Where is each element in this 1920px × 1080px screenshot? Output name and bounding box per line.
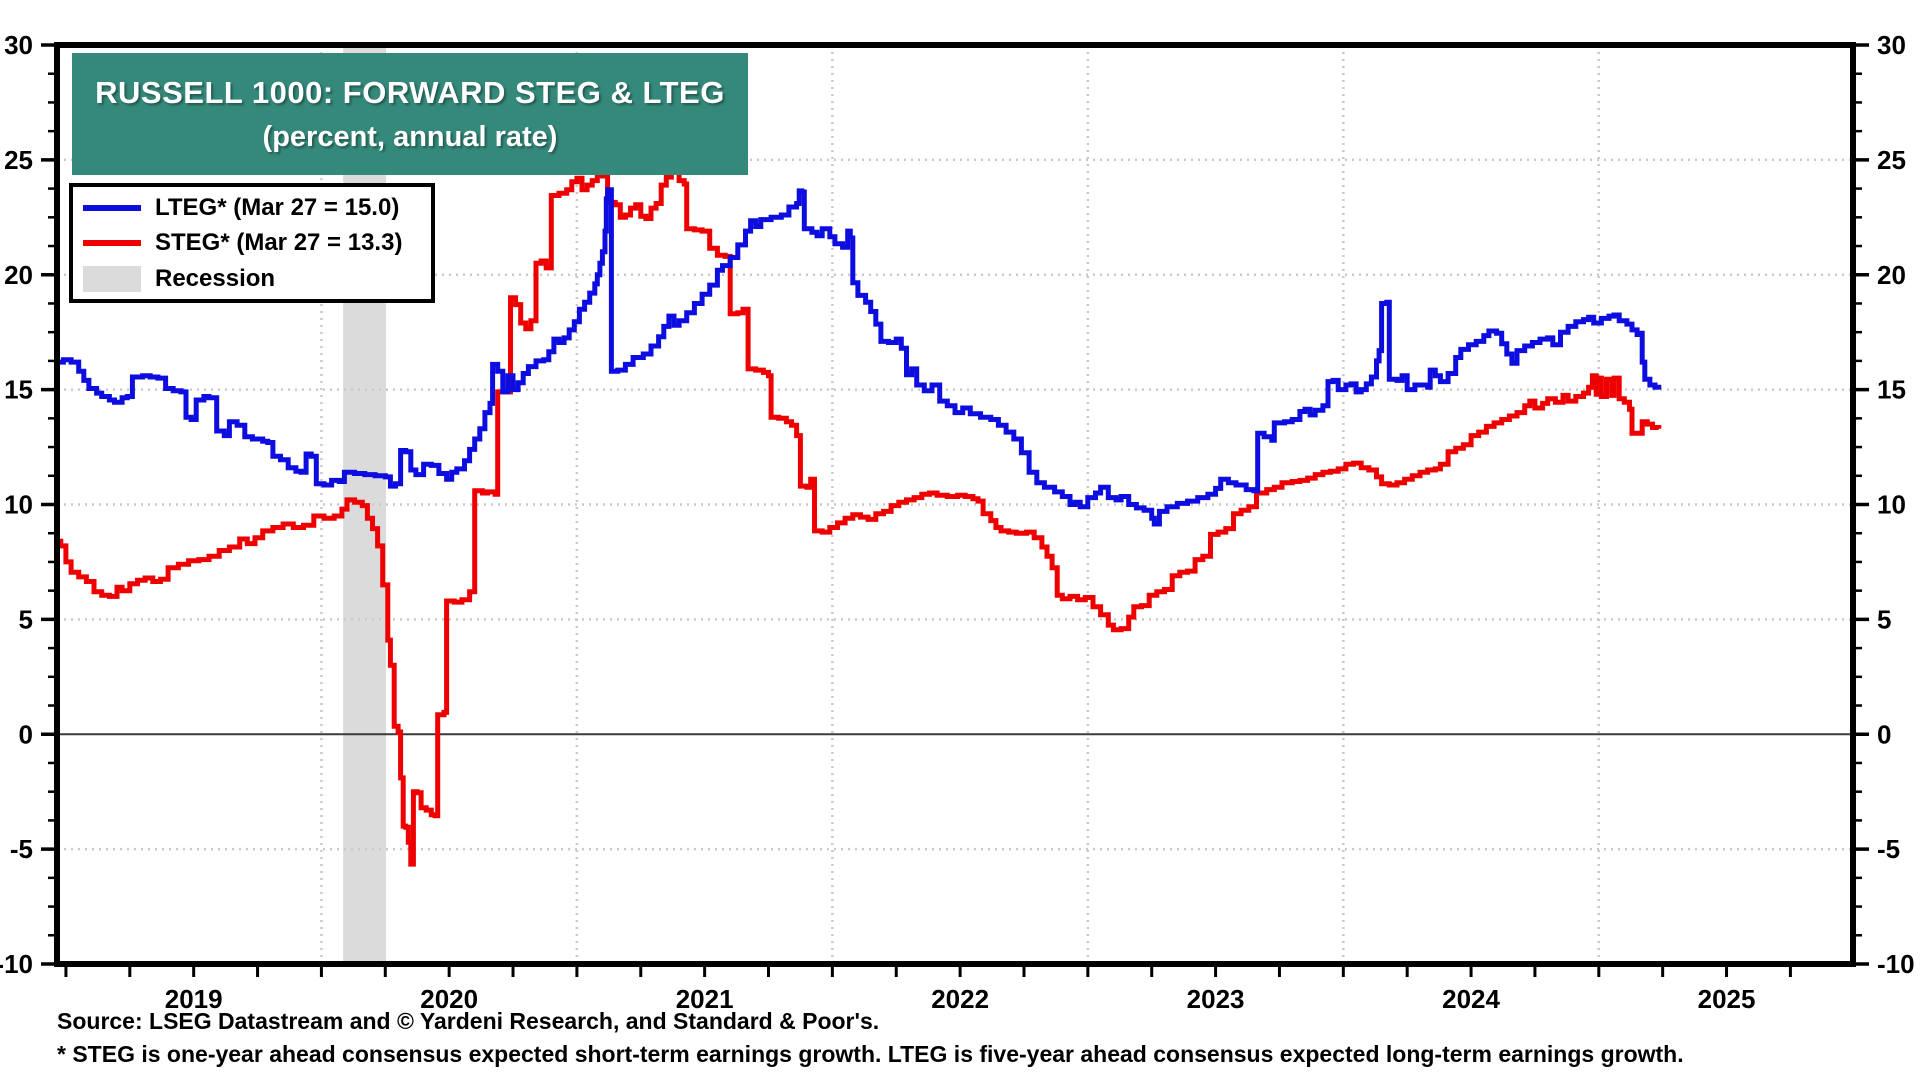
y-axis-tick-label-right: 15 xyxy=(1877,375,1906,405)
x-axis-year-label: 2020 xyxy=(420,984,478,1014)
y-axis-tick-label-left: -10 xyxy=(0,949,33,979)
y-axis-tick-label-right: 10 xyxy=(1877,490,1906,520)
y-axis-tick-label-right: 5 xyxy=(1877,604,1891,634)
y-axis-tick-label-left: 30 xyxy=(4,30,33,60)
legend-label-steg: STEG* (Mar 27 = 13.3) xyxy=(155,229,403,256)
tick-marks xyxy=(41,43,1869,977)
legend-box: LTEG* (Mar 27 = 15.0) STEG* (Mar 27 = 13… xyxy=(69,183,435,303)
x-axis-year-label: 2022 xyxy=(931,984,989,1014)
chart-title: RUSSELL 1000: FORWARD STEG & LTEG xyxy=(95,74,725,110)
y-axis-tick-label-left: 20 xyxy=(4,260,33,290)
y-axis-tick-label-right: 25 xyxy=(1877,145,1906,175)
y-axis-tick-label-right: -5 xyxy=(1877,834,1900,864)
axis-labels: -10-10-5-5005510101515202025253030201920… xyxy=(0,30,1915,1014)
y-axis-tick-label-left: 5 xyxy=(19,604,33,634)
lteg-line-swatch xyxy=(83,204,141,211)
x-axis-year-label: 2019 xyxy=(165,984,223,1014)
x-axis-year-label: 2021 xyxy=(676,984,734,1014)
y-axis-tick-label-right: -10 xyxy=(1877,949,1915,979)
y-axis-tick-label-left: 10 xyxy=(4,490,33,520)
y-axis-tick-label-right: 20 xyxy=(1877,260,1906,290)
legend-label-recession: Recession xyxy=(155,264,276,292)
y-axis-tick-label-left: 15 xyxy=(4,375,33,405)
recession-band-swatch xyxy=(83,265,141,292)
x-axis-year-label: 2025 xyxy=(1698,984,1756,1014)
legend-item-lteg: LTEG* (Mar 27 = 15.0) xyxy=(83,191,431,225)
steg-line-swatch xyxy=(83,240,141,246)
chart-subtitle: (percent, annual rate) xyxy=(262,120,558,153)
series-lteg-line xyxy=(57,187,1662,527)
chart-title-box: RUSSELL 1000: FORWARD STEG & LTEG (perce… xyxy=(72,53,748,175)
y-axis-tick-label-right: 30 xyxy=(1877,30,1906,60)
y-axis-tick-label-left: 0 xyxy=(19,719,33,749)
series-steg-line xyxy=(57,165,1662,867)
y-axis-tick-label-left: 25 xyxy=(4,145,33,175)
x-axis-year-label: 2024 xyxy=(1442,984,1500,1014)
legend-item-steg: STEG* (Mar 27 = 13.3) xyxy=(83,226,431,260)
legend-item-recession: Recession xyxy=(83,262,431,296)
y-axis-tick-label-left: -5 xyxy=(10,834,33,864)
y-axis-tick-label-right: 0 xyxy=(1877,719,1891,749)
source-note: Source: LSEG Datastream and © Yardeni Re… xyxy=(57,1008,880,1034)
footnote: * STEG is one-year ahead consensus expec… xyxy=(57,1041,1684,1067)
legend-label-lteg: LTEG* (Mar 27 = 15.0) xyxy=(155,193,400,221)
x-axis-year-label: 2023 xyxy=(1187,984,1245,1014)
gridlines xyxy=(57,45,1853,964)
